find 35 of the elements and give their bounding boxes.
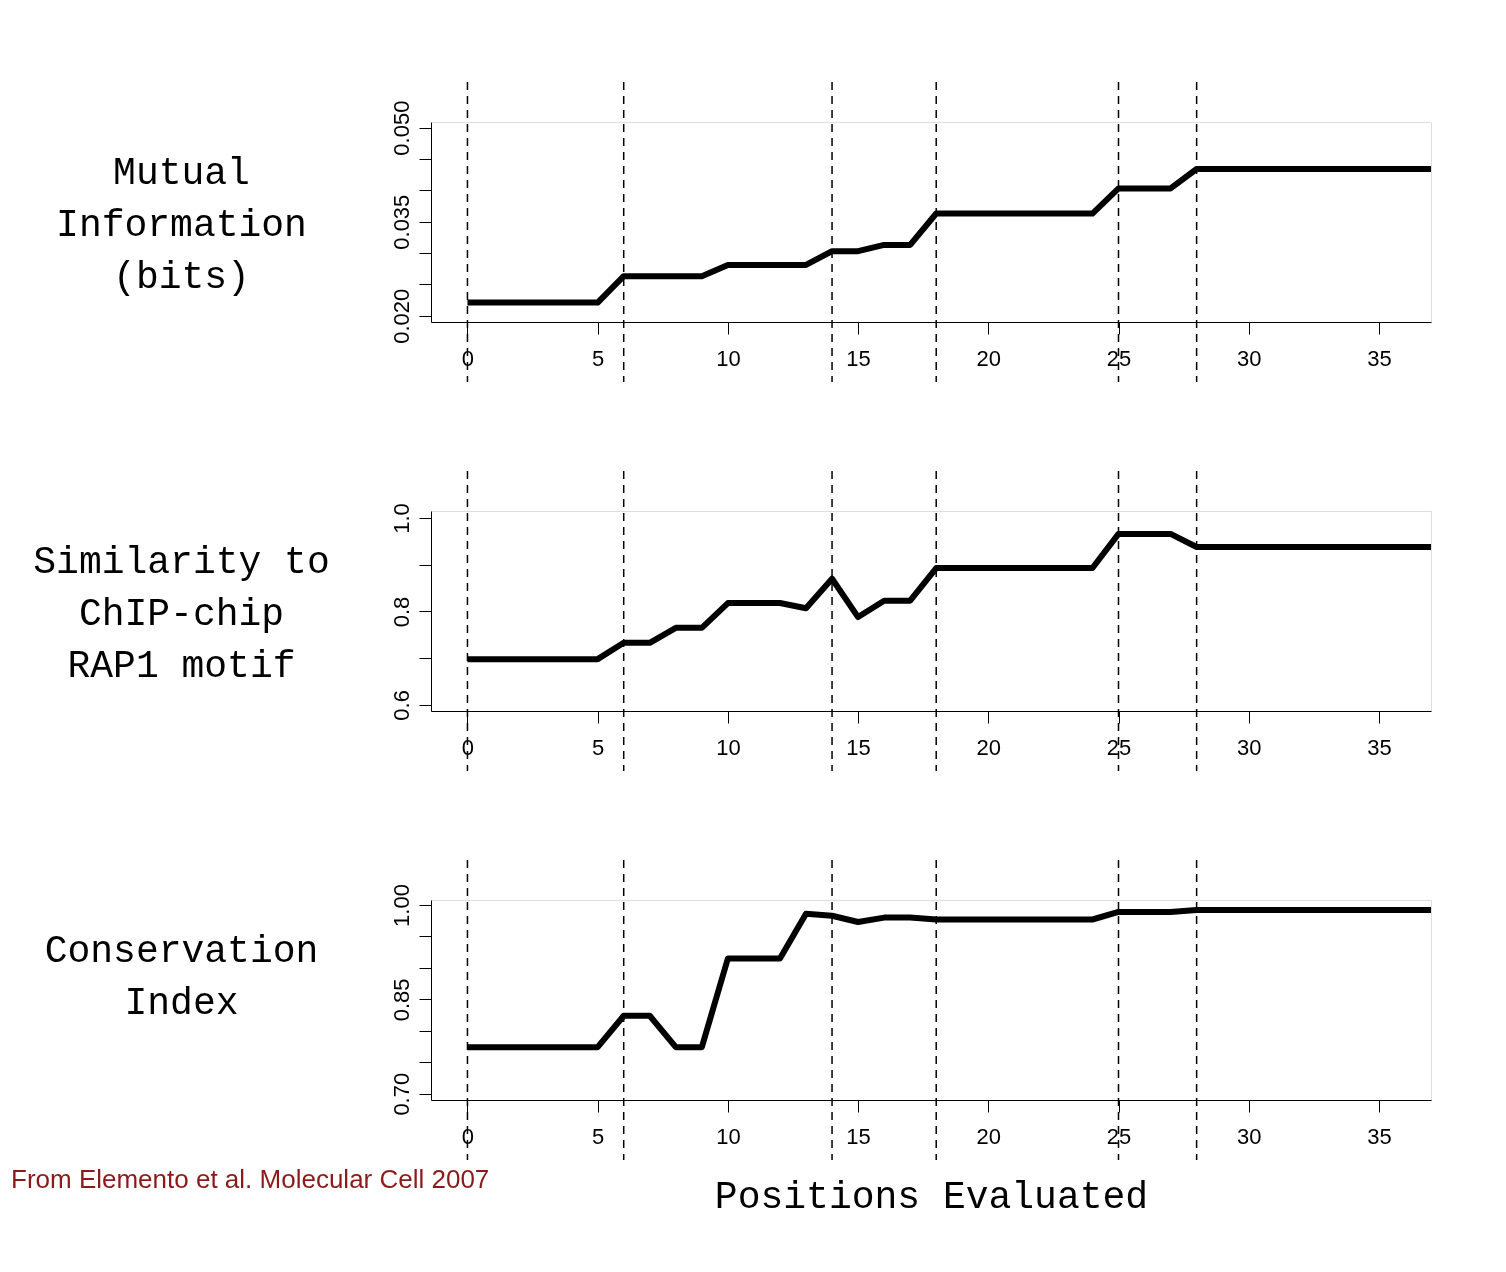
x-tick-label: 35 <box>1367 1123 1392 1149</box>
x-tick-label: 15 <box>846 1123 871 1149</box>
x-axis-title: Positions Evaluated <box>714 1175 1149 1219</box>
y-tick-label: 0.70 <box>388 1072 414 1116</box>
x-tick-label: 10 <box>716 345 741 371</box>
y-axis-title: Similarity to ChIP-chip RAP1 motif <box>33 540 330 688</box>
x-tick-label: 10 <box>716 734 741 760</box>
x-tick-label: 25 <box>1106 734 1132 760</box>
x-tick-label: 30 <box>1236 734 1262 760</box>
x-tick-label: 30 <box>1236 345 1262 371</box>
x-tick-label: 5 <box>592 345 605 371</box>
x-tick-label: 20 <box>976 345 1002 371</box>
x-tick-label: 35 <box>1367 734 1392 760</box>
y-tick-label: 1.00 <box>388 884 414 927</box>
y-axis-title: Mutual Information (bits) <box>56 151 307 299</box>
y-tick-label: 0.035 <box>388 194 414 250</box>
x-tick-label: 20 <box>976 734 1002 760</box>
x-tick-label: 10 <box>716 1123 741 1149</box>
y-tick-label: 0.050 <box>388 100 414 156</box>
x-tick-label: 25 <box>1106 1123 1132 1149</box>
y-axis-title: Conservation Index <box>44 929 319 1025</box>
y-tick-label: 0.020 <box>388 288 414 344</box>
text: From Elemento et al. Molecular Cell 2007 <box>11 1164 490 1194</box>
x-tick-label: 5 <box>592 1123 605 1149</box>
y-tick-label: 0.8 <box>388 596 414 628</box>
x-tick-label: 25 <box>1106 345 1132 371</box>
x-tick-label: 20 <box>976 1123 1002 1149</box>
y-tick-label: 0.85 <box>388 978 414 1022</box>
x-tick-label: 15 <box>846 734 871 760</box>
y-tick-label: 1.0 <box>388 503 414 534</box>
x-tick-label: 35 <box>1367 345 1392 371</box>
x-tick-label: 5 <box>592 734 605 760</box>
y-tick-label: 0.6 <box>388 690 414 721</box>
x-tick-label: 30 <box>1236 1123 1262 1149</box>
x-tick-label: 15 <box>846 345 871 371</box>
